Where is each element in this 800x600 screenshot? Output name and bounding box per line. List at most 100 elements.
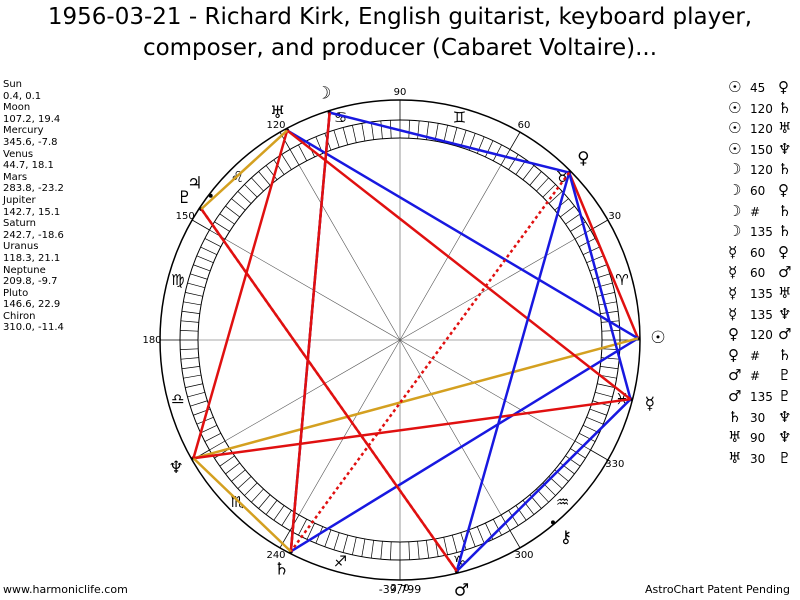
ring-tick bbox=[579, 432, 596, 442]
planet-glyph: ♅ bbox=[270, 103, 285, 123]
ring-tick bbox=[598, 301, 617, 306]
ring-tick bbox=[342, 127, 349, 145]
ring-tick bbox=[536, 177, 549, 192]
ring-tick bbox=[181, 366, 200, 370]
planet-coords: 283.8, -23.2 bbox=[3, 183, 64, 195]
house-line bbox=[399, 339, 502, 516]
ring-tick bbox=[244, 482, 258, 496]
ring-tick bbox=[390, 541, 392, 560]
ring-tick bbox=[443, 537, 448, 555]
ring-tick bbox=[258, 171, 271, 186]
planet-glyph: ♀ bbox=[577, 149, 589, 169]
aspect-value: 120 bbox=[750, 101, 773, 116]
planet-list: Sun 0.4, 0.1 Moon 107.2, 19.4 Mercury 345.6, … bbox=[3, 79, 64, 334]
ring-tick bbox=[468, 529, 476, 547]
aspect-row: ♂ 135 ♇ bbox=[728, 387, 800, 408]
aspect-to: ♄ bbox=[778, 160, 792, 179]
planet-coords: 209.8, -9.7 bbox=[3, 276, 58, 288]
aspect-line bbox=[289, 112, 331, 552]
aspect-row: ♀ 120 ♂ bbox=[728, 325, 800, 346]
aspect-to: ♇ bbox=[778, 366, 792, 385]
ring-tick bbox=[515, 505, 527, 521]
ring-tick bbox=[589, 408, 607, 416]
ring-tick bbox=[190, 273, 208, 280]
ring-tick bbox=[476, 526, 485, 544]
ring-tick bbox=[273, 159, 285, 175]
planet-coords: 142.7, 15.1 bbox=[3, 206, 61, 218]
planet-glyph: ☉ bbox=[650, 328, 665, 348]
aspect-line bbox=[455, 398, 632, 573]
planet-coords: 146.6, 22.9 bbox=[3, 299, 61, 311]
ring-tick bbox=[281, 154, 292, 170]
ring-tick bbox=[298, 519, 308, 536]
ring-tick bbox=[273, 505, 285, 521]
ring-tick bbox=[180, 348, 199, 350]
aspect-to: ♄ bbox=[778, 345, 792, 364]
ring-tick bbox=[548, 191, 563, 204]
aspect-row: ☿ 60 ♀ bbox=[728, 243, 800, 264]
sign-glyph: ♈ bbox=[615, 271, 628, 289]
ring-tick bbox=[560, 462, 575, 475]
aspect-from: ☉ bbox=[728, 139, 742, 158]
sign-divider bbox=[279, 530, 291, 549]
aspect-line bbox=[192, 130, 289, 459]
aspect-value: 60 bbox=[750, 266, 766, 281]
planet-coords: 118.3, 21.1 bbox=[3, 252, 61, 264]
planet-coords: 107.2, 19.4 bbox=[3, 113, 61, 125]
aspect-from: ♂ bbox=[728, 366, 742, 385]
aspect-to: ♄ bbox=[778, 222, 792, 241]
aspect-value: 90 bbox=[750, 431, 766, 446]
ring-tick bbox=[370, 121, 374, 140]
aspect-row: ☿ 135 ♆ bbox=[728, 305, 800, 326]
aspect-from: ☿ bbox=[728, 283, 738, 302]
aspect-row: ☉ 120 ♅ bbox=[728, 119, 800, 140]
planet-name: Chiron bbox=[3, 310, 36, 322]
ring-tick bbox=[361, 538, 366, 557]
ring-tick bbox=[237, 476, 252, 489]
ring-tick bbox=[193, 264, 211, 272]
ring-tick bbox=[185, 292, 203, 297]
title: 1956-03-21 - Richard Kirk, English guita… bbox=[47, 4, 753, 61]
aspect-row: ♀ # ♄ bbox=[728, 346, 800, 367]
house-line bbox=[298, 164, 401, 341]
sign-glyph: ♒ bbox=[556, 493, 569, 511]
ring-tick bbox=[181, 310, 200, 314]
house-line bbox=[399, 238, 576, 341]
aspect-value: 45 bbox=[750, 81, 766, 95]
ring-tick bbox=[522, 165, 535, 180]
ring-tick bbox=[560, 205, 575, 218]
aspect-to: ♅ bbox=[778, 119, 792, 138]
ring-tick bbox=[352, 537, 357, 555]
ring-tick bbox=[460, 532, 467, 550]
footer-center: -39,799 bbox=[378, 583, 422, 596]
sign-divider bbox=[191, 219, 210, 231]
ring-tick bbox=[597, 383, 615, 388]
ring-tick bbox=[417, 541, 420, 560]
aspect-line bbox=[193, 337, 639, 460]
ring-tick bbox=[187, 391, 205, 398]
aspect-line bbox=[200, 129, 289, 210]
aspect-from: ☿ bbox=[728, 242, 738, 261]
ring-tick bbox=[231, 469, 246, 482]
ring-tick bbox=[209, 440, 226, 451]
ring-tick bbox=[265, 165, 278, 180]
planet-coords: 310.0, -11.4 bbox=[3, 322, 64, 334]
aspect-value: 135 bbox=[750, 286, 773, 301]
ring-tick bbox=[451, 127, 458, 145]
aspect-to: ♄ bbox=[778, 98, 792, 117]
ring-tick bbox=[408, 120, 410, 139]
aspect-line bbox=[290, 337, 639, 553]
degree-label: 90 bbox=[394, 87, 407, 98]
sign-glyph: ♐ bbox=[334, 553, 347, 571]
ring-tick bbox=[574, 229, 591, 240]
aspect-line bbox=[286, 129, 632, 401]
ring-tick bbox=[451, 535, 458, 553]
ring-tick bbox=[324, 529, 332, 547]
ring-tick bbox=[214, 221, 230, 232]
ring-tick bbox=[492, 144, 502, 161]
ring-tick bbox=[352, 125, 357, 143]
aspect-value: 120 bbox=[750, 328, 773, 343]
ring-tick bbox=[380, 120, 383, 139]
ring-tick bbox=[219, 213, 235, 225]
planet-coords: 242.7, -18.6 bbox=[3, 229, 64, 241]
